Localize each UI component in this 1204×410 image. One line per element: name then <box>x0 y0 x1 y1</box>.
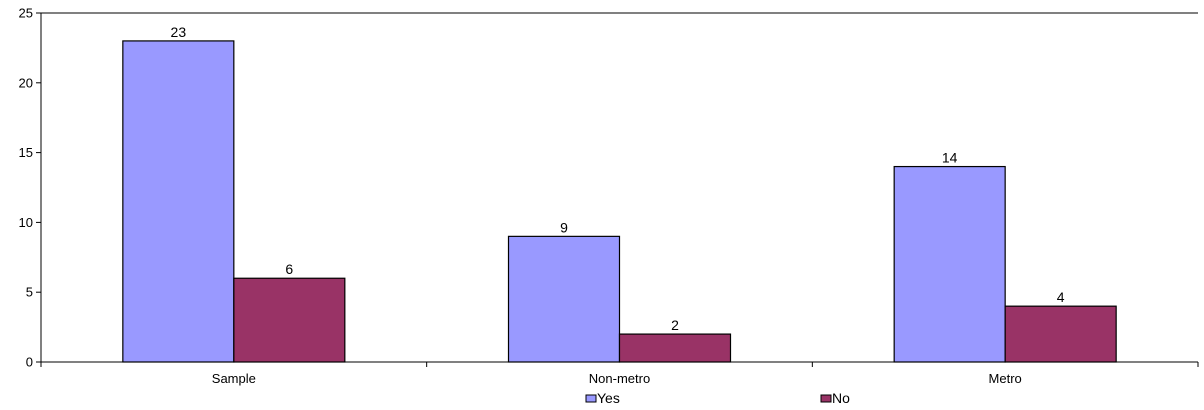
x-category-label: Metro <box>989 371 1022 386</box>
y-tick-label: 20 <box>19 75 33 90</box>
bar-yes-non-metro <box>507 235 621 363</box>
bar-no-sample <box>233 277 346 363</box>
y-tick-label: 10 <box>19 215 33 230</box>
data-label: 2 <box>671 317 679 333</box>
y-tick-label: 5 <box>26 285 33 300</box>
y-tick-label: 15 <box>19 145 33 160</box>
bar-no-metro <box>1004 305 1117 363</box>
bar-yes-sample <box>122 40 235 363</box>
legend-label-yes: Yes <box>597 390 620 406</box>
bar-no-non-metro <box>618 333 732 363</box>
legend-swatch-no <box>820 394 832 403</box>
data-label: 23 <box>171 24 187 40</box>
y-tick-label: 0 <box>26 355 33 370</box>
data-label: 4 <box>1057 289 1065 305</box>
data-label: 14 <box>942 150 958 166</box>
data-label: 6 <box>285 261 293 277</box>
data-label: 9 <box>560 219 568 235</box>
legend-label-no: No <box>832 390 850 406</box>
x-category-label: Sample <box>212 371 256 386</box>
legend: Yes No <box>585 390 850 406</box>
bar-yes-metro <box>893 165 1006 363</box>
y-tick-label: 25 <box>19 6 33 21</box>
x-category-label: Non-metro <box>589 371 650 386</box>
legend-swatch-yes <box>585 394 597 403</box>
